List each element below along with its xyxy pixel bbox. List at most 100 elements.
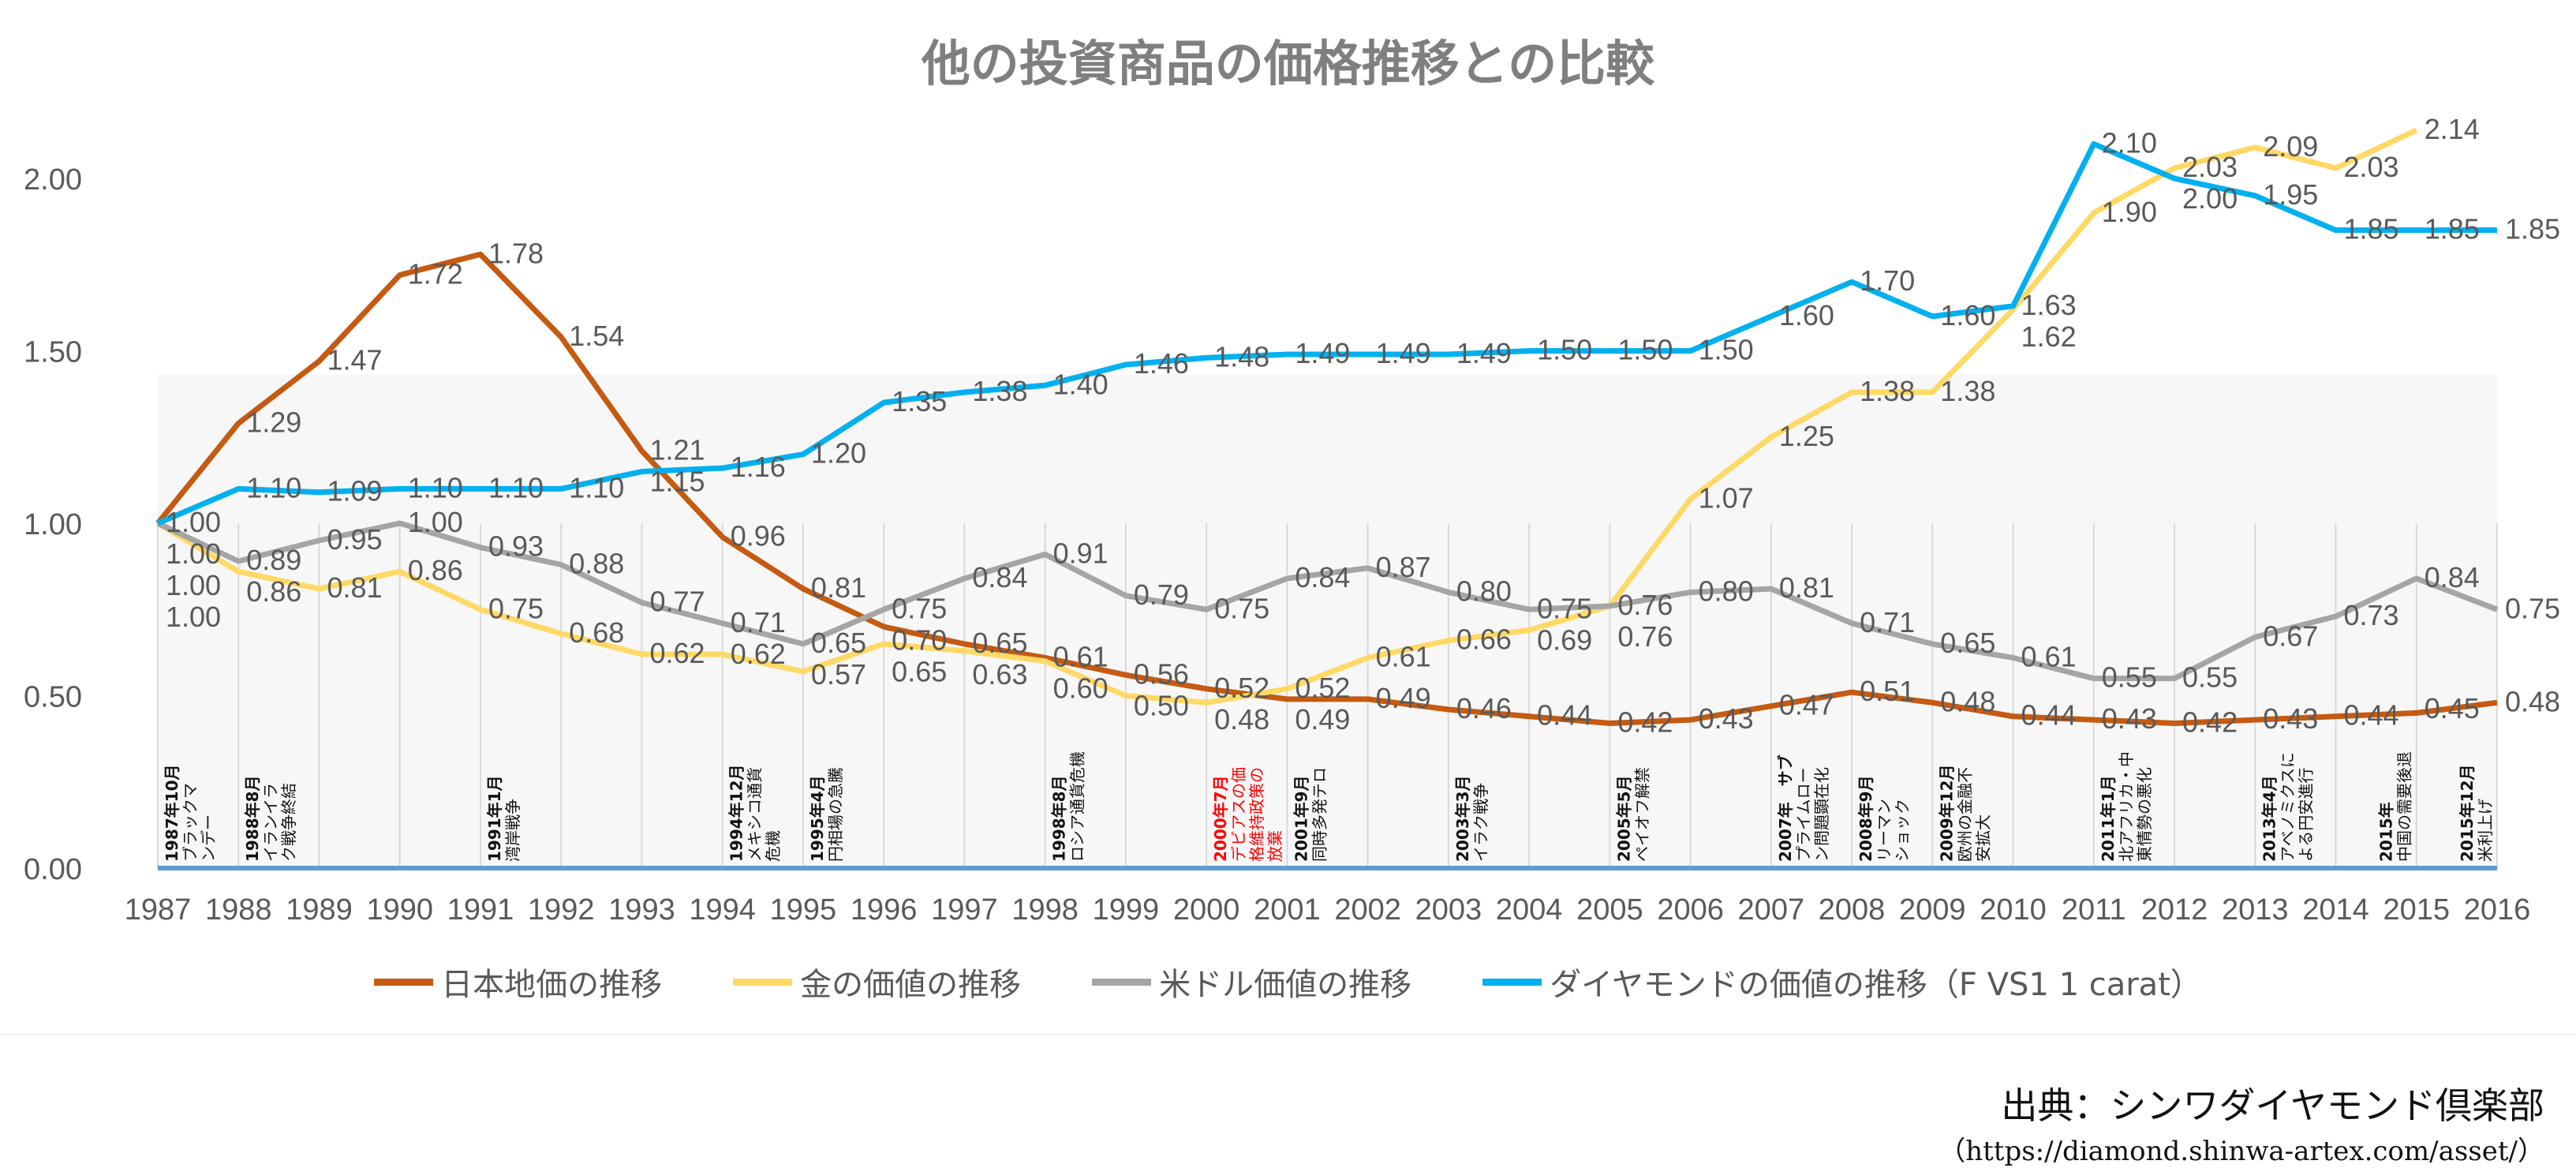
data-label-diamond: 1.95 bbox=[2263, 178, 2318, 211]
annotation-text: ク戦争終結 bbox=[279, 783, 298, 862]
legend-swatch-diamond bbox=[1482, 978, 1542, 986]
x-tick-label: 2012 bbox=[2141, 893, 2208, 927]
annotation-text: 2005年5月 bbox=[1614, 775, 1633, 862]
data-label-land: 1.00 bbox=[166, 506, 221, 538]
event-annotation: 2003年3月 イラク戦争 bbox=[1453, 775, 1490, 862]
data-label-diamond: 1.20 bbox=[811, 437, 866, 470]
data-label-usd: 0.84 bbox=[2425, 561, 2480, 593]
data-label-gold: 0.60 bbox=[1053, 672, 1109, 704]
data-label-diamond: 1.49 bbox=[1295, 337, 1350, 369]
data-label-gold: 1.38 bbox=[1940, 375, 1995, 407]
data-label-gold: 0.61 bbox=[1376, 640, 1431, 672]
data-label-gold: 0.62 bbox=[649, 637, 705, 669]
legend-label-usd: 米ドル価値の推移 bbox=[1159, 967, 1412, 1003]
data-label-land: 1.54 bbox=[569, 320, 624, 352]
data-label-land: 1.21 bbox=[649, 433, 705, 466]
data-label-usd: 0.75 bbox=[1214, 592, 1269, 624]
x-tick-label: 2005 bbox=[1576, 893, 1643, 927]
data-label-diamond: 1.15 bbox=[649, 465, 705, 497]
data-label-diamond: 1.09 bbox=[327, 475, 382, 507]
legend-item-land: 日本地価の推移 bbox=[374, 959, 662, 1005]
x-tick-label: 2009 bbox=[1899, 893, 1966, 927]
data-label-gold: 0.66 bbox=[1456, 623, 1512, 656]
data-label-diamond: 1.49 bbox=[1456, 337, 1512, 369]
data-label-diamond: 1.70 bbox=[1860, 264, 1915, 297]
x-tick-label: 2003 bbox=[1415, 893, 1482, 927]
data-label-diamond: 1.63 bbox=[2021, 289, 2077, 321]
data-label-gold: 0.75 bbox=[488, 592, 544, 624]
annotation-text: 円相場の急騰 bbox=[826, 767, 845, 862]
data-label-usd: 0.76 bbox=[1617, 620, 1673, 653]
data-label-diamond: 1.50 bbox=[1699, 334, 1754, 366]
data-label-gold: 2.03 bbox=[2182, 151, 2238, 183]
data-label-gold: 2.09 bbox=[2263, 130, 2318, 163]
data-label-usd: 1.00 bbox=[408, 506, 463, 538]
plot-band bbox=[158, 374, 2497, 868]
data-label-land: 0.43 bbox=[1699, 702, 1754, 735]
data-label-diamond: 1.40 bbox=[1053, 368, 1109, 400]
event-annotation: 1991年1月 湾岸戦争 bbox=[485, 775, 522, 862]
x-tick-label: 2002 bbox=[1334, 893, 1401, 927]
data-label-usd: 0.65 bbox=[1940, 627, 1995, 659]
data-label-diamond: 1.49 bbox=[1376, 337, 1431, 369]
data-label-gold: 0.68 bbox=[569, 616, 624, 649]
annotation-text: よる円安進行 bbox=[2296, 768, 2315, 862]
annotation-text: 2000年7月 bbox=[1211, 775, 1230, 862]
annotation-text: デビアスの価 bbox=[1229, 767, 1248, 862]
annotation-text: アベノミクスに bbox=[2278, 752, 2297, 862]
data-label-diamond: 1.60 bbox=[1940, 299, 1995, 331]
data-label-diamond: 1.16 bbox=[731, 451, 786, 483]
data-label-gold: 0.63 bbox=[972, 658, 1027, 691]
legend-item-gold: 金の価値の推移 bbox=[733, 959, 1021, 1005]
data-label-land: 0.51 bbox=[1860, 675, 1915, 707]
data-label-usd: 0.93 bbox=[488, 530, 544, 563]
annotation-text: ン問題顕在化 bbox=[1812, 767, 1831, 862]
source-name: 出典：シンワダイヤモンド倶楽部 bbox=[2001, 1084, 2544, 1127]
annotation-text: 2001年9月 bbox=[1292, 775, 1310, 862]
event-annotation: 2005年5月 ペイオフ解禁 bbox=[1614, 767, 1651, 862]
annotation-text: 2011年1月 bbox=[2099, 775, 2118, 862]
series-line-usd bbox=[156, 520, 2499, 682]
event-annotation: 1987年10月 ブラックマ ンデー bbox=[163, 765, 218, 863]
data-label-diamond: 1.10 bbox=[408, 471, 463, 504]
source-credit: 出典：シンワダイヤモンド倶楽部 （https://diamond.shinwa-… bbox=[1939, 1077, 2544, 1168]
data-label-usd: 0.79 bbox=[1134, 578, 1189, 611]
data-label-usd: 0.88 bbox=[569, 547, 624, 579]
annotation-text: 2003年3月 bbox=[1453, 775, 1472, 862]
x-tick-label: 2006 bbox=[1657, 893, 1724, 927]
data-label-diamond: 1.35 bbox=[892, 385, 947, 417]
data-label-usd: 0.77 bbox=[649, 586, 705, 618]
legend-label-diamond: ダイヤモンドの価値の推移（F VS1 1 carat） bbox=[1550, 967, 2202, 1003]
x-tick-label: 2008 bbox=[1819, 893, 1886, 927]
data-label-gold: 0.57 bbox=[811, 658, 866, 691]
annotation-text: メキシコ通貨 bbox=[746, 767, 765, 862]
data-label-usd: 0.84 bbox=[1295, 561, 1350, 593]
annotation-text: リーマン bbox=[1875, 799, 1894, 862]
x-tick-label: 2016 bbox=[2464, 893, 2531, 927]
x-tick-label: 2000 bbox=[1173, 893, 1240, 927]
data-label-gold: 0.81 bbox=[327, 571, 382, 604]
y-tick-label: 2.00 bbox=[24, 163, 82, 197]
data-label-land: 0.49 bbox=[1376, 682, 1431, 714]
annotation-text: 北アフリカ・中 bbox=[2117, 751, 2136, 862]
annotation-text: 1998年8月 bbox=[1050, 775, 1069, 862]
chart-area: 他の投資商品の価格推移との比較 0.00 0.50 1.00 1.50 2.00 1987… bbox=[0, 35, 2576, 1035]
event-annotation: 2001年9月 同時多発テロ bbox=[1292, 767, 1329, 862]
annotation-text: 1991年1月 bbox=[485, 775, 504, 862]
data-label-gold: 2.03 bbox=[2344, 151, 2399, 183]
data-label-usd: 0.75 bbox=[892, 592, 947, 624]
x-tick-label: 1989 bbox=[286, 893, 353, 927]
annotation-text: 1987年10月 bbox=[163, 765, 181, 863]
data-label-diamond: 1.85 bbox=[2425, 213, 2480, 245]
data-label-land: 1.29 bbox=[246, 406, 301, 438]
legend-swatch-land bbox=[374, 978, 434, 986]
annotation-text: 格維持政策の bbox=[1247, 767, 1266, 862]
data-label-land: 0.96 bbox=[731, 520, 786, 552]
x-tick-label: 2014 bbox=[2302, 893, 2369, 927]
data-label-gold: 0.86 bbox=[246, 575, 301, 608]
annotation-text: ペイオフ解禁 bbox=[1632, 767, 1651, 862]
data-label-usd: 0.84 bbox=[972, 561, 1027, 593]
data-label-land: 1.47 bbox=[327, 344, 382, 376]
data-label-gold: 0.65 bbox=[892, 655, 947, 687]
data-label-usd: 0.55 bbox=[2182, 661, 2238, 694]
